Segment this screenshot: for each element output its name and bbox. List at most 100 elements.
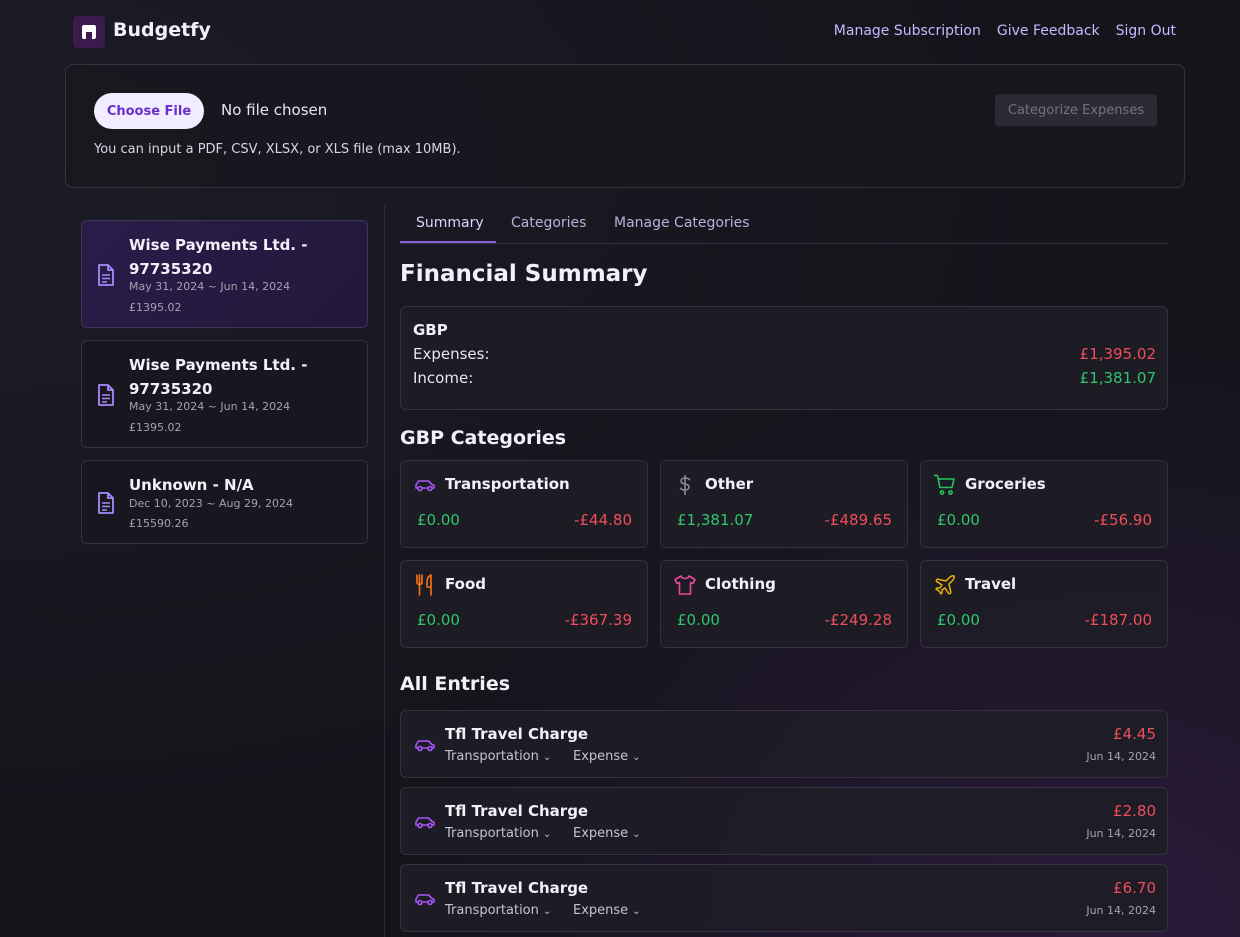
entries-heading: All Entries <box>400 673 511 695</box>
file-status: No file chosen <box>221 101 328 119</box>
category-income: £1,381.07 <box>677 511 754 529</box>
entry-date: Jun 14, 2024 <box>1086 750 1156 763</box>
document-icon <box>98 264 114 286</box>
category-dropdown-value: Transportation <box>445 826 539 841</box>
category-income: £0.00 <box>937 511 980 529</box>
entry-row[interactable]: Tfl Travel Charge Transportation ⌄ Expens… <box>400 710 1168 778</box>
statement-card-1[interactable]: Wise Payments Ltd. - 97735320 May 31, 20… <box>81 220 368 328</box>
category-expense: -£44.80 <box>574 511 632 529</box>
statement-dates: Dec 10, 2023 ~ Aug 29, 2024 <box>129 497 293 510</box>
top-header: Budgetfy Manage Subscription Give Feedba… <box>0 0 1240 64</box>
income-value: £1,381.07 <box>1079 369 1156 387</box>
category-name: Clothing <box>705 575 776 593</box>
statement-card-3[interactable]: Unknown - N/A Dec 10, 2023 ~ Aug 29, 202… <box>81 460 368 544</box>
summary-card: GBP Expenses: £1,395.02 Income: £1,381.0… <box>400 306 1168 410</box>
type-dropdown-value: Expense <box>573 903 629 918</box>
category-income: £0.00 <box>417 511 460 529</box>
utensils-icon <box>416 574 432 596</box>
page-title: Financial Summary <box>400 261 648 287</box>
entry-date: Jun 14, 2024 <box>1086 827 1156 840</box>
income-label: Income: <box>413 369 474 387</box>
entry-name: Tfl Travel Charge <box>445 879 589 897</box>
cart-icon <box>933 474 955 495</box>
category-dropdown[interactable]: Transportation ⌄ <box>445 826 551 841</box>
entry-amount: £2.80 <box>1113 802 1156 820</box>
type-dropdown[interactable]: Expense ⌄ <box>573 903 641 918</box>
expenses-value: £1,395.02 <box>1079 345 1156 363</box>
upload-panel: Choose File No file chosen Categorize Ex… <box>65 64 1185 188</box>
category-name: Groceries <box>965 475 1046 493</box>
tab-manage-categories[interactable]: Manage Categories <box>614 215 750 231</box>
category-card-other[interactable]: Other £1,381.07 -£489.65 <box>660 460 908 548</box>
vertical-divider <box>384 205 385 937</box>
tab-categories[interactable]: Categories <box>511 215 587 231</box>
category-expense: -£56.90 <box>1094 511 1152 529</box>
category-name: Food <box>445 575 486 593</box>
car-icon <box>415 817 435 829</box>
category-dropdown[interactable]: Transportation ⌄ <box>445 903 551 918</box>
choose-file-button[interactable]: Choose File <box>94 93 204 129</box>
statement-title: Wise Payments Ltd. - 97735320 <box>129 356 308 398</box>
category-dropdown-value: Transportation <box>445 749 539 764</box>
category-income: £0.00 <box>937 611 980 629</box>
statement-amount: £1395.02 <box>129 421 182 434</box>
category-income: £0.00 <box>677 611 720 629</box>
category-card-groceries[interactable]: Groceries £0.00 -£56.90 <box>920 460 1168 548</box>
statement-title: Wise Payments Ltd. - 97735320 <box>129 236 308 278</box>
type-dropdown-value: Expense <box>573 749 629 764</box>
document-icon <box>98 384 114 406</box>
chevron-down-icon: ⌄ <box>542 829 552 840</box>
category-expense: -£249.28 <box>824 611 892 629</box>
manage-subscription-link[interactable]: Manage Subscription <box>833 23 981 39</box>
car-icon <box>415 480 435 492</box>
logo-icon[interactable] <box>73 16 105 48</box>
shirt-icon <box>674 575 696 595</box>
expenses-label: Expenses: <box>413 345 490 363</box>
chevron-down-icon: ⌄ <box>542 906 552 917</box>
chevron-down-icon: ⌄ <box>632 752 641 763</box>
brand-name[interactable]: Budgetfy <box>113 19 211 41</box>
top-nav: Manage Subscription Give Feedback Sign O… <box>834 23 1176 39</box>
entry-amount: £6.70 <box>1113 879 1156 897</box>
give-feedback-link[interactable]: Give Feedback <box>996 23 1100 39</box>
car-icon <box>415 894 435 906</box>
document-icon <box>98 492 114 514</box>
categorize-expenses-button[interactable]: Categorize Expenses <box>995 94 1157 126</box>
category-card-travel[interactable]: Travel £0.00 -£187.00 <box>920 560 1168 648</box>
type-dropdown[interactable]: Expense ⌄ <box>573 749 641 764</box>
category-card-food[interactable]: Food £0.00 -£367.39 <box>400 560 648 648</box>
entry-name: Tfl Travel Charge <box>445 725 589 743</box>
type-dropdown[interactable]: Expense ⌄ <box>573 826 641 841</box>
dollar-icon <box>679 475 691 495</box>
category-dropdown-value: Transportation <box>445 903 539 918</box>
active-tab-indicator <box>400 241 496 243</box>
statement-title: Unknown - N/A <box>129 476 254 494</box>
entry-amount: £4.45 <box>1113 725 1156 743</box>
category-name: Other <box>705 475 754 493</box>
category-name: Travel <box>965 575 1017 593</box>
statement-dates: May 31, 2024 ~ Jun 14, 2024 <box>129 400 291 413</box>
statement-amount: £1395.02 <box>129 301 182 314</box>
entry-row[interactable]: Tfl Travel Charge Transportation ⌄ Expens… <box>400 787 1168 855</box>
category-card-transportation[interactable]: Transportation £0.00 -£44.80 <box>400 460 648 548</box>
statement-dates: May 31, 2024 ~ Jun 14, 2024 <box>129 280 291 293</box>
statement-card-2[interactable]: Wise Payments Ltd. - 97735320 May 31, 20… <box>81 340 368 448</box>
category-expense: -£187.00 <box>1084 611 1152 629</box>
category-expense: -£489.65 <box>824 511 892 529</box>
chevron-down-icon: ⌄ <box>542 752 552 763</box>
categories-heading: GBP Categories <box>400 427 567 449</box>
category-income: £0.00 <box>417 611 460 629</box>
currency-label: GBP <box>413 321 448 339</box>
category-expense: -£367.39 <box>564 611 632 629</box>
entry-name: Tfl Travel Charge <box>445 802 589 820</box>
chevron-down-icon: ⌄ <box>632 906 641 917</box>
entry-row[interactable]: Tfl Travel Charge Transportation ⌄ Expens… <box>400 864 1168 932</box>
category-card-clothing[interactable]: Clothing £0.00 -£249.28 <box>660 560 908 648</box>
entry-date: Jun 14, 2024 <box>1086 904 1156 917</box>
category-dropdown[interactable]: Transportation ⌄ <box>445 749 551 764</box>
statement-amount: £15590.26 <box>129 517 189 530</box>
sign-out-link[interactable]: Sign Out <box>1115 23 1176 39</box>
tab-bar: Summary Categories Manage Categories <box>400 205 1168 244</box>
tab-summary[interactable]: Summary <box>416 215 484 231</box>
car-icon <box>415 740 435 752</box>
